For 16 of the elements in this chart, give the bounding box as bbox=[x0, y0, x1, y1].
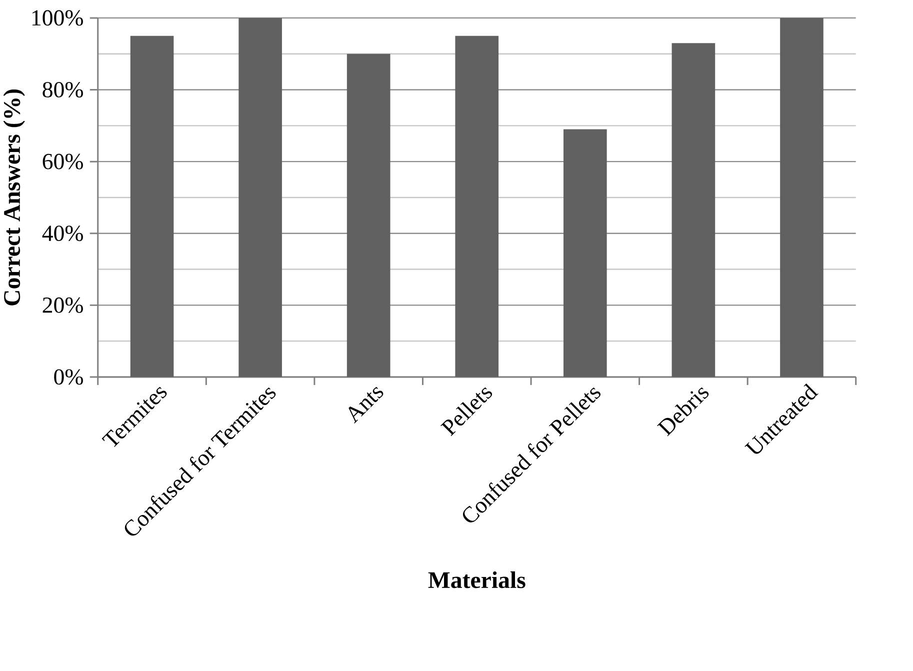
x-axis-title: Materials bbox=[428, 571, 526, 588]
y-tick-label: 60% bbox=[42, 154, 83, 170]
x-tick-label: Ants bbox=[348, 386, 384, 424]
y-tick-label: 100% bbox=[32, 10, 83, 26]
bar bbox=[564, 129, 607, 377]
bar bbox=[780, 18, 824, 377]
bar bbox=[455, 36, 499, 377]
y-tick-label: 20% bbox=[42, 297, 83, 313]
bar bbox=[238, 18, 282, 377]
bar bbox=[346, 54, 390, 377]
bar bbox=[672, 42, 716, 377]
y-tick-label: 40% bbox=[42, 226, 83, 242]
y-tick-label: 80% bbox=[42, 82, 83, 98]
y-tick-label: 0% bbox=[54, 369, 83, 385]
bar bbox=[130, 36, 174, 377]
y-axis-title: Correct Answers (%) bbox=[3, 89, 25, 306]
